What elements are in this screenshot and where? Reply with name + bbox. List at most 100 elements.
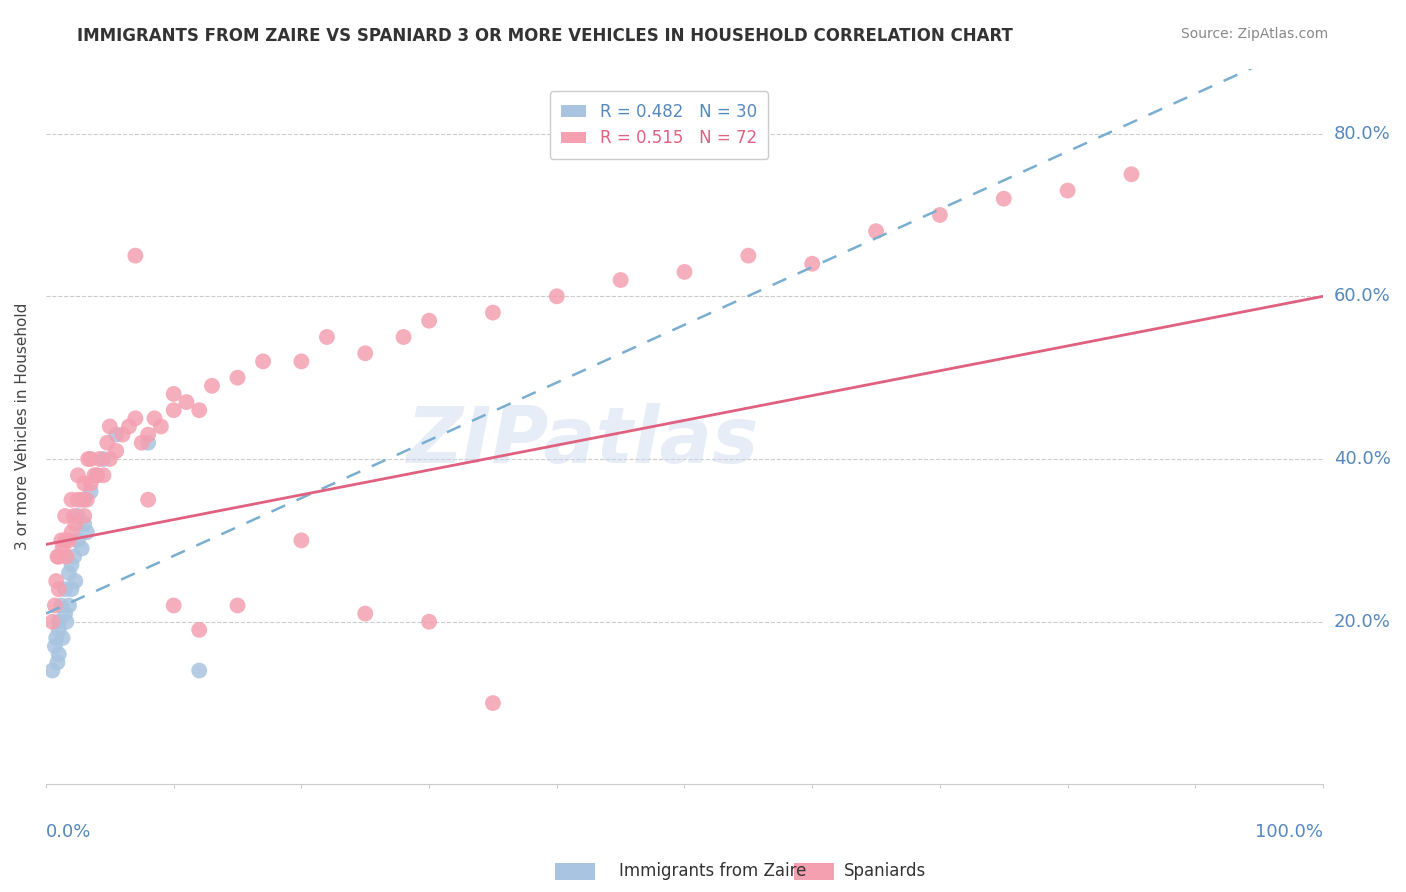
Point	[163, 599, 186, 613]
Point	[673, 265, 696, 279]
Point	[96, 435, 118, 450]
Point	[1056, 184, 1078, 198]
Point	[41, 664, 63, 678]
Point	[65, 517, 87, 532]
Point	[66, 508, 89, 523]
Point	[105, 427, 128, 442]
Point	[73, 492, 96, 507]
Point	[93, 452, 115, 467]
Point	[546, 289, 568, 303]
Point	[83, 468, 105, 483]
Point	[79, 452, 101, 467]
Point	[66, 492, 89, 507]
Text: ZIPatlas: ZIPatlas	[406, 403, 758, 479]
Text: 40.0%: 40.0%	[1334, 450, 1391, 468]
Point	[418, 314, 440, 328]
Point	[48, 647, 70, 661]
Point	[44, 639, 66, 653]
Point	[98, 419, 121, 434]
Point	[801, 257, 824, 271]
Point	[44, 599, 66, 613]
Point	[79, 476, 101, 491]
Point	[226, 370, 249, 384]
Point	[98, 452, 121, 467]
Text: 20.0%: 20.0%	[1334, 613, 1391, 631]
Point	[46, 656, 69, 670]
Point	[53, 533, 76, 548]
Point	[176, 395, 198, 409]
Point	[77, 452, 100, 467]
Point	[73, 476, 96, 491]
Point	[1121, 167, 1143, 181]
Point	[53, 607, 76, 621]
Point	[48, 549, 70, 564]
Point	[354, 607, 377, 621]
Point	[609, 273, 631, 287]
Point	[124, 249, 146, 263]
Point	[118, 419, 141, 434]
Point	[46, 549, 69, 564]
Y-axis label: 3 or more Vehicles in Household: 3 or more Vehicles in Household	[15, 302, 30, 550]
Point	[482, 305, 505, 319]
Point	[290, 354, 312, 368]
Point	[45, 631, 67, 645]
Point	[418, 615, 440, 629]
Point	[45, 574, 67, 588]
Point	[290, 533, 312, 548]
Point	[48, 623, 70, 637]
Point	[58, 533, 80, 548]
Point	[58, 599, 80, 613]
Point	[66, 468, 89, 483]
Point	[188, 403, 211, 417]
Point	[70, 541, 93, 556]
Point	[136, 435, 159, 450]
Point	[41, 615, 63, 629]
Point	[105, 443, 128, 458]
Point	[86, 468, 108, 483]
Text: 0.0%: 0.0%	[46, 823, 91, 841]
Point	[226, 599, 249, 613]
Point	[66, 533, 89, 548]
Point	[48, 615, 70, 629]
Point	[73, 517, 96, 532]
Point	[111, 427, 134, 442]
Point	[60, 558, 83, 572]
Point	[76, 492, 98, 507]
Point	[53, 582, 76, 597]
Point	[188, 623, 211, 637]
Point	[86, 468, 108, 483]
Point	[136, 427, 159, 442]
Point	[79, 484, 101, 499]
Point	[201, 379, 224, 393]
Point	[52, 541, 75, 556]
Point	[316, 330, 339, 344]
Point	[143, 411, 166, 425]
Point	[73, 508, 96, 523]
Point	[124, 411, 146, 425]
Point	[60, 525, 83, 540]
Text: Spaniards: Spaniards	[844, 862, 925, 880]
Text: IMMIGRANTS FROM ZAIRE VS SPANIARD 3 OR MORE VEHICLES IN HOUSEHOLD CORRELATION CH: IMMIGRANTS FROM ZAIRE VS SPANIARD 3 OR M…	[77, 27, 1014, 45]
Point	[89, 452, 111, 467]
Point	[252, 354, 274, 368]
Point	[55, 549, 77, 564]
Point	[188, 664, 211, 678]
Point	[392, 330, 415, 344]
Point	[865, 224, 887, 238]
Point	[63, 549, 86, 564]
Point	[58, 566, 80, 580]
Point	[928, 208, 950, 222]
Text: Source: ZipAtlas.com: Source: ZipAtlas.com	[1181, 27, 1329, 41]
Point	[131, 435, 153, 450]
Point	[354, 346, 377, 360]
Point	[149, 419, 172, 434]
Point	[55, 615, 77, 629]
Text: 100.0%: 100.0%	[1256, 823, 1323, 841]
Legend: R = 0.482   N = 30, R = 0.515   N = 72: R = 0.482 N = 30, R = 0.515 N = 72	[550, 91, 768, 159]
Point	[51, 533, 73, 548]
Point	[70, 492, 93, 507]
Point	[60, 582, 83, 597]
Point	[65, 574, 87, 588]
Point	[136, 492, 159, 507]
Point	[52, 631, 75, 645]
